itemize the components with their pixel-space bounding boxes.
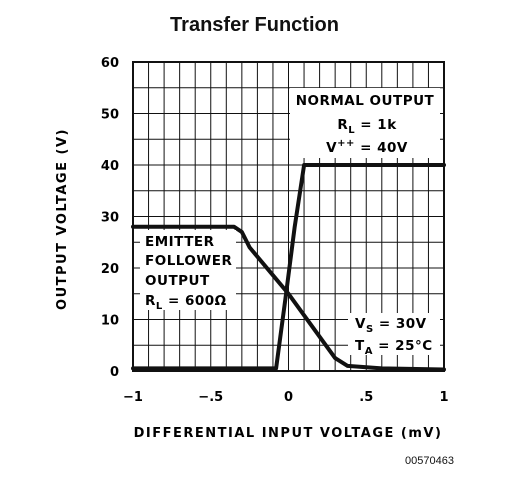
axis-labels: DIFFERENTIAL INPUT VOLTAGE (mV) OUTPUT V… (55, 128, 443, 441)
emitter-follower-line3: OUTPUT (145, 273, 210, 289)
normal-output-load: RL = 1k (337, 117, 397, 136)
emitter-follower-load: RL = 600Ω (145, 293, 227, 312)
emitter-follower-line1: EMITTER (145, 234, 215, 250)
emitter-follower-curve (131, 224, 446, 372)
annotations: NORMAL OUTPUT RL = 1k V++ = 40V EMITTER … (140, 88, 440, 357)
normal-output-curve (131, 163, 446, 371)
normal-output-title: NORMAL OUTPUT (296, 93, 435, 109)
conditions-label-bg (348, 313, 440, 355)
y-tick-label: 0 (110, 365, 119, 380)
chart-title: Transfer Function (170, 14, 339, 36)
x-tick-label: 0 (284, 390, 293, 405)
y-axis-label: OUTPUT VOLTAGE (V) (55, 128, 70, 310)
y-tick-label: 30 (101, 211, 119, 226)
y-tick-label: 50 (101, 108, 119, 123)
x-tick-label: −1 (123, 390, 143, 405)
normal-output-supply: V++ = 40V (326, 138, 408, 156)
x-tick-label: −.5 (198, 390, 223, 405)
y-tick-label: 40 (101, 159, 119, 174)
y-tick-label: 60 (101, 56, 119, 71)
x-tick-label: .5 (359, 390, 373, 405)
plot-frame (132, 61, 445, 372)
x-axis-label: DIFFERENTIAL INPUT VOLTAGE (mV) (134, 426, 443, 441)
y-tick-label: 10 (101, 314, 119, 329)
emitter-follower-line2: FOLLOWER (145, 253, 233, 269)
y-tick-label: 20 (101, 262, 119, 277)
normal-output-label-bg (290, 88, 440, 158)
curves (131, 163, 446, 372)
x-tick-label: 1 (439, 390, 448, 405)
conditions-supply: VS = 30V (355, 316, 427, 335)
figure-id: 00570463 (405, 455, 454, 467)
emitter-follower-label-bg (140, 230, 236, 310)
conditions-temp: TA = 25°C (355, 338, 433, 357)
